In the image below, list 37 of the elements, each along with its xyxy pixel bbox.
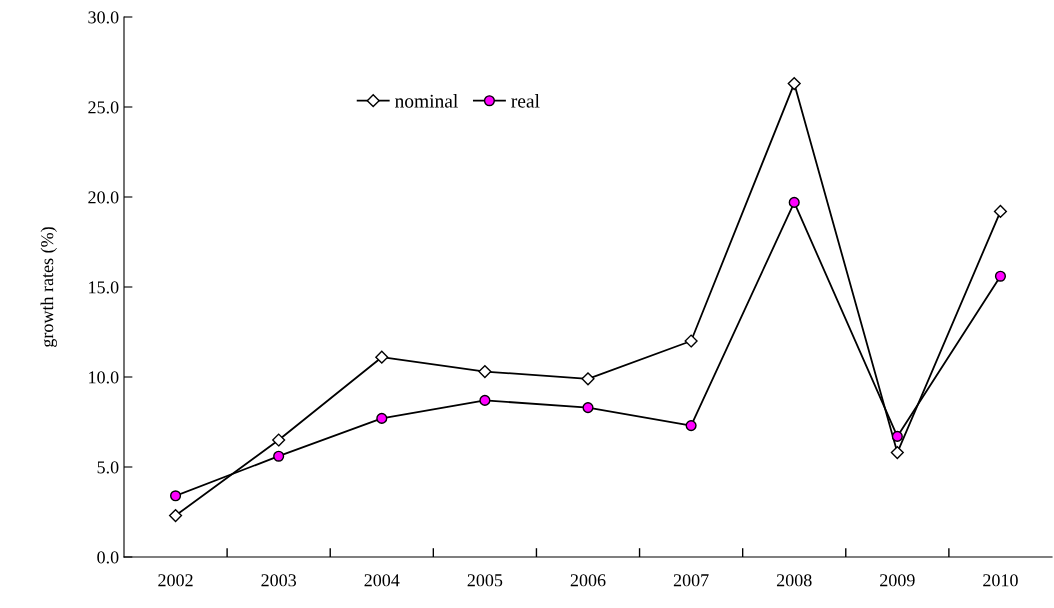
point [169, 490, 182, 502]
point [582, 402, 594, 414]
x-tick-label: 2010 [983, 574, 1018, 587]
x-tick-label: 2009 [880, 574, 915, 587]
point [375, 350, 389, 364]
legend-label: nominal [395, 94, 458, 108]
point [891, 430, 903, 442]
x-tick-label: 2003 [261, 574, 297, 587]
point [478, 365, 492, 379]
x-tick-label: 2006 [570, 574, 606, 587]
y-tick-label: 20.0 [88, 191, 119, 204]
point [993, 204, 1008, 218]
point [272, 433, 286, 447]
point [581, 372, 595, 386]
point [787, 77, 801, 91]
point [479, 394, 491, 406]
point [890, 446, 904, 460]
y-tick-label: 5.0 [97, 461, 119, 474]
point [685, 420, 697, 432]
point [994, 270, 1007, 282]
y-tick-label: 30.0 [88, 11, 119, 24]
x-tick-label: 2004 [364, 574, 400, 587]
point [273, 450, 285, 462]
y-tick-label: 10.0 [89, 371, 119, 384]
x-tick-label: 2005 [467, 574, 503, 587]
point [376, 412, 388, 424]
point [684, 334, 698, 348]
y-axis-title: growth rates (%) [40, 227, 57, 347]
y-tick-label: 0.0 [97, 551, 119, 564]
point [788, 196, 800, 208]
x-tick-label: 2002 [158, 574, 193, 587]
y-tick-label: 15.0 [89, 281, 119, 294]
y-tick-label: 25.0 [88, 101, 119, 114]
x-tick-label: 2007 [673, 574, 709, 587]
legend-label: real [511, 94, 540, 108]
x-tick-label: 2008 [776, 574, 812, 587]
point [168, 509, 183, 523]
